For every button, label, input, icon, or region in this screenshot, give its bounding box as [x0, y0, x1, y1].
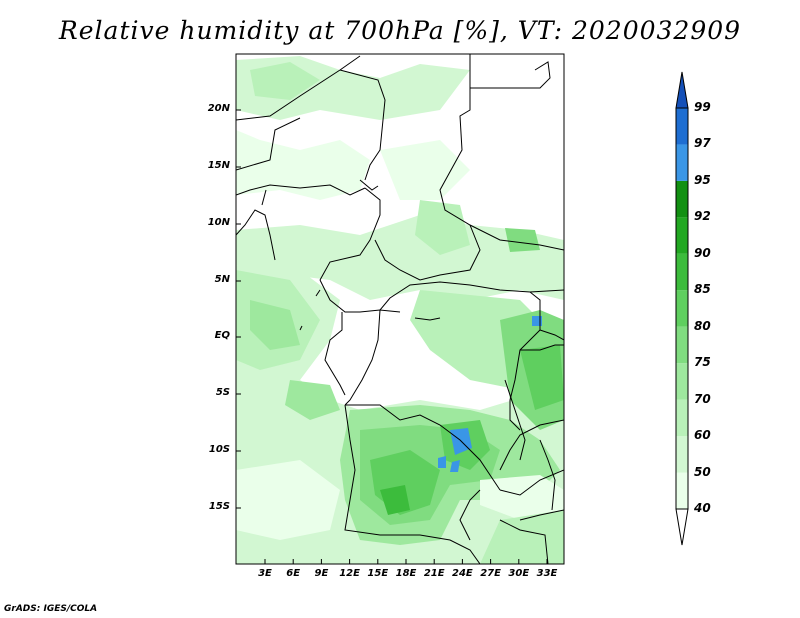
lon-label: 33E — [536, 568, 558, 579]
lon-label: 6E — [286, 568, 301, 579]
humidity-field — [236, 54, 564, 564]
lat-label: EQ — [214, 330, 230, 341]
lon-label: 24E — [452, 568, 473, 579]
colorbar-label: 60 — [694, 428, 711, 443]
map-frame — [235, 53, 565, 565]
lon-label: 15E — [367, 568, 389, 579]
lon-label: 27E — [480, 568, 501, 579]
colorbar-high-triangle — [675, 71, 689, 109]
colorbar-label: 75 — [694, 355, 711, 370]
country-borders — [236, 54, 564, 564]
axis-ticks — [236, 109, 548, 564]
lat-label: 15S — [208, 501, 230, 512]
colorbar — [675, 71, 689, 546]
colorbar-box — [676, 180, 688, 218]
lat-label: 20N — [207, 103, 230, 114]
colorbar-box — [676, 436, 688, 473]
colorbar-box — [676, 472, 688, 509]
lat-label: 5S — [215, 387, 230, 398]
colorbar-label: 97 — [694, 136, 711, 151]
map-title: Relative humidity at 700hPa [%], VT: 202… — [58, 16, 742, 45]
colorbar-low-triangle — [675, 508, 689, 546]
colorbar-label: 80 — [694, 318, 711, 333]
colorbar-box — [676, 363, 688, 400]
lat-label: 15N — [207, 160, 230, 171]
lon-label: 18E — [395, 568, 417, 579]
colorbar-label: 99 — [694, 100, 711, 114]
colorbar-label: 85 — [694, 282, 711, 297]
lon-label: 3E — [258, 568, 272, 579]
colorbar-label: 95 — [694, 172, 711, 187]
lat-label: 10N — [207, 217, 230, 228]
colorbar-box — [676, 326, 688, 364]
colorbar-frame — [675, 107, 689, 510]
colorbar-box — [676, 108, 688, 145]
grads-credit: GrADS: IGES/COLA — [4, 604, 98, 614]
colorbar-label: 50 — [694, 464, 711, 479]
colorbar-label: 90 — [694, 245, 711, 260]
lon-label: 9E — [314, 568, 329, 579]
colorbar-box — [676, 290, 688, 327]
colorbar-label: 40 — [694, 501, 711, 515]
lon-label: 21E — [423, 568, 445, 579]
colorbar-label: 70 — [694, 391, 711, 406]
colorbar-box — [676, 217, 688, 254]
lon-label: 12E — [339, 568, 360, 579]
lon-label: 30E — [508, 568, 530, 579]
colorbar-box — [676, 253, 688, 291]
colorbar-label: 92 — [694, 209, 711, 224]
lat-label: 10S — [208, 444, 230, 455]
colorbar-box — [676, 399, 688, 437]
lat-label: 5N — [214, 274, 230, 285]
colorbar-box — [676, 144, 688, 181]
